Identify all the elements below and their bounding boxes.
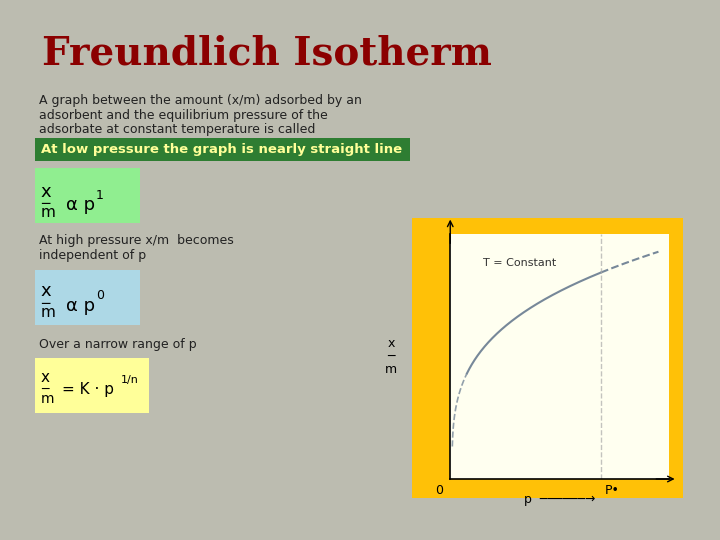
Text: P•: P• — [606, 484, 620, 497]
Text: m: m — [41, 205, 55, 220]
Text: adsorbent and the equilibrium pressure of the: adsorbent and the equilibrium pressure o… — [39, 109, 328, 122]
Text: α p: α p — [66, 296, 94, 315]
Text: A graph between the amount (x/m) adsorbed by an: A graph between the amount (x/m) adsorbe… — [39, 94, 361, 107]
Text: 1: 1 — [96, 189, 104, 202]
Bar — [35, 270, 140, 325]
Bar — [413, 218, 683, 498]
Text: x
─
m: x ─ m — [385, 337, 397, 376]
Text: ─: ─ — [41, 197, 49, 211]
Bar — [35, 138, 410, 161]
Text: ─: ─ — [41, 383, 48, 396]
Text: independent of p: independent of p — [39, 249, 146, 262]
Text: adsorbate at constant temperature is called: adsorbate at constant temperature is cal… — [39, 123, 315, 136]
Text: At low pressure the graph is nearly straight line: At low pressure the graph is nearly stra… — [41, 143, 402, 156]
Text: Over a narrow range of p: Over a narrow range of p — [39, 339, 197, 352]
Text: = K · p: = K · p — [62, 382, 114, 397]
Text: m: m — [41, 392, 54, 406]
Bar — [35, 168, 140, 224]
Text: 0: 0 — [96, 289, 104, 302]
Text: α p: α p — [66, 196, 94, 214]
Text: x: x — [41, 370, 50, 384]
Text: 1/n: 1/n — [121, 375, 138, 386]
Bar — [35, 359, 149, 414]
Text: m: m — [41, 305, 55, 320]
Text: T = Constant: T = Constant — [483, 258, 557, 268]
Text: At high pressure x/m  becomes: At high pressure x/m becomes — [39, 234, 234, 247]
Text: ─: ─ — [41, 296, 49, 310]
Text: x: x — [41, 282, 51, 300]
Text: 0: 0 — [435, 484, 443, 497]
Text: p  ──────→: p ──────→ — [524, 494, 595, 507]
Text: Freundlich Isotherm: Freundlich Isotherm — [42, 35, 492, 72]
Text: x: x — [41, 183, 51, 200]
